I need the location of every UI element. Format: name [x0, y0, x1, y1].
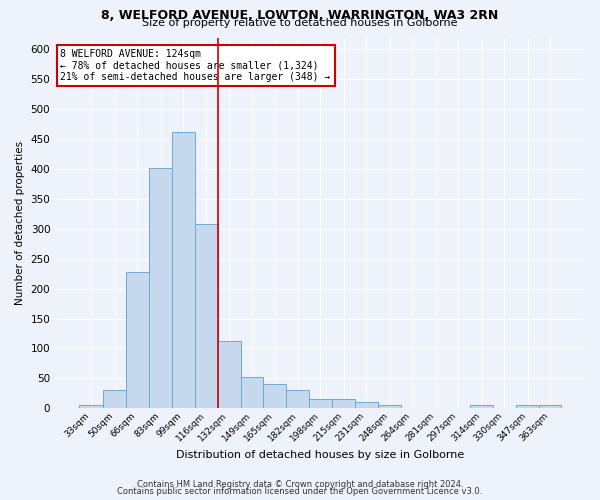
- Bar: [263, 384, 286, 408]
- Bar: [79, 405, 103, 408]
- Text: Contains HM Land Registry data © Crown copyright and database right 2024.: Contains HM Land Registry data © Crown c…: [137, 480, 463, 489]
- Bar: [332, 399, 355, 408]
- Bar: [149, 168, 172, 408]
- Text: Size of property relative to detached houses in Golborne: Size of property relative to detached ho…: [142, 18, 458, 28]
- X-axis label: Distribution of detached houses by size in Golborne: Distribution of detached houses by size …: [176, 450, 464, 460]
- Bar: [470, 405, 493, 408]
- Text: Contains public sector information licensed under the Open Government Licence v3: Contains public sector information licen…: [118, 487, 482, 496]
- Bar: [516, 405, 539, 408]
- Bar: [103, 390, 126, 408]
- Bar: [241, 376, 263, 408]
- Bar: [172, 132, 194, 408]
- Bar: [194, 224, 218, 408]
- Bar: [218, 341, 241, 408]
- Bar: [286, 390, 310, 408]
- Bar: [539, 405, 561, 408]
- Text: 8 WELFORD AVENUE: 124sqm
← 78% of detached houses are smaller (1,324)
21% of sem: 8 WELFORD AVENUE: 124sqm ← 78% of detach…: [61, 48, 331, 82]
- Bar: [126, 272, 149, 408]
- Text: 8, WELFORD AVENUE, LOWTON, WARRINGTON, WA3 2RN: 8, WELFORD AVENUE, LOWTON, WARRINGTON, W…: [101, 9, 499, 22]
- Bar: [310, 399, 332, 408]
- Bar: [355, 402, 378, 408]
- Y-axis label: Number of detached properties: Number of detached properties: [15, 141, 25, 305]
- Bar: [378, 405, 401, 408]
